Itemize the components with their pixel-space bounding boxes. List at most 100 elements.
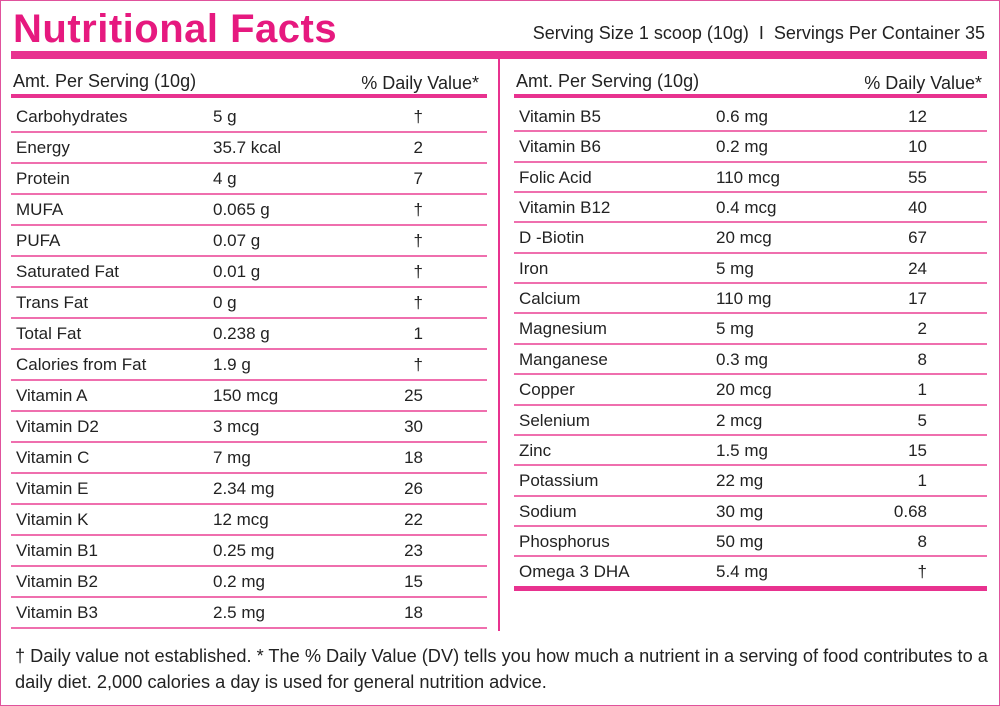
row-line	[514, 433, 987, 436]
amount: 5 mg	[716, 319, 754, 339]
amount: 0.065 g	[213, 200, 270, 219]
nutrient-name: Vitamin B12	[519, 198, 611, 218]
daily-value: 26	[404, 479, 423, 498]
row-line	[11, 317, 487, 319]
daily-value: †	[917, 562, 927, 582]
row-line	[11, 255, 487, 257]
daily-value: 40	[908, 198, 927, 218]
nutrient-name: Vitamin B2	[16, 572, 98, 591]
amount: 0.25 mg	[213, 541, 275, 560]
nutrient-name: Selenium	[519, 410, 590, 430]
nutrient-name: Manganese	[519, 349, 608, 369]
amount: 50 mg	[716, 531, 764, 551]
row-line	[514, 494, 987, 497]
row-line	[514, 130, 987, 133]
daily-value: 25	[404, 386, 423, 405]
row-line	[11, 565, 487, 567]
amount: 20 mcg	[716, 228, 772, 248]
row-line	[514, 585, 987, 591]
row-line	[11, 410, 487, 412]
nutrient-name: Copper	[519, 380, 575, 400]
nutrient-name: Omega 3 DHA	[519, 562, 630, 582]
row-line	[11, 379, 487, 381]
row-line	[11, 441, 487, 443]
row-line	[11, 131, 487, 133]
daily-value: 10	[908, 137, 927, 157]
column-header: Amt. Per Serving (10g)	[13, 71, 197, 91]
column-header: % Daily Value*	[864, 73, 982, 93]
amount: 3 mcg	[213, 417, 260, 436]
footnote: † Daily value not established. * The % D…	[15, 646, 988, 692]
daily-value: 8	[917, 349, 927, 369]
amount: 0.238 g	[213, 324, 270, 343]
row-line	[514, 221, 987, 224]
amount: 5.4 mg	[716, 562, 768, 582]
daily-value: 22	[404, 510, 423, 529]
row-line	[514, 464, 987, 467]
nutrient-name: Vitamin A	[16, 386, 88, 405]
nutrient-name: Sodium	[519, 501, 577, 521]
row-line	[514, 160, 987, 163]
nutrient-name: Iron	[519, 258, 549, 278]
row-line	[11, 286, 487, 288]
nutrient-name: Potassium	[519, 471, 599, 491]
row-line	[514, 373, 987, 376]
row-line	[514, 524, 987, 527]
row-line	[514, 191, 987, 194]
daily-value: †	[413, 107, 423, 126]
nutrient-name: Saturated Fat	[16, 262, 120, 281]
amount: 2.5 mg	[213, 603, 265, 622]
nutrient-name: Vitamin B3	[16, 603, 98, 622]
amount: 7 mg	[213, 448, 251, 467]
row-line	[11, 224, 487, 226]
nutrient-name: Carbohydrates	[16, 107, 128, 126]
nutrient-name: Zinc	[519, 440, 552, 460]
daily-value: 1	[413, 324, 423, 343]
row-line	[11, 348, 487, 350]
daily-value: 17	[908, 289, 927, 309]
daily-value: †	[413, 355, 423, 374]
nutrient-name: Magnesium	[519, 319, 607, 339]
daily-value: 67	[908, 228, 927, 248]
amount: 12 mcg	[213, 510, 269, 529]
nutrient-name: Folic Acid	[519, 167, 592, 187]
nutrient-name: Vitamin B5	[519, 107, 601, 126]
row-line	[514, 312, 987, 315]
column-header: Amt. Per Serving (10g)	[516, 71, 700, 91]
amount: 5 mg	[716, 258, 754, 278]
row-line	[11, 596, 487, 598]
daily-value: †	[413, 262, 423, 281]
daily-value: 1	[917, 471, 927, 491]
amount: 110 mcg	[716, 167, 780, 187]
amount: 0 g	[213, 293, 237, 312]
row-line	[11, 193, 487, 195]
amount: 0.6 mg	[716, 107, 768, 126]
amount: 150 mcg	[213, 386, 279, 405]
nutrient-name: Trans Fat	[16, 293, 89, 312]
amount: 1.5 mg	[716, 440, 768, 460]
nutrient-name: Total Fat	[16, 324, 82, 343]
daily-value: 5	[917, 410, 927, 430]
amount: 0.07 g	[213, 231, 261, 250]
daily-value: 18	[404, 603, 423, 622]
amount: 22 mg	[716, 471, 764, 491]
daily-value: †	[413, 200, 423, 219]
amount: 1.9 g	[213, 355, 251, 374]
nutrient-name: D -Biotin	[519, 228, 585, 248]
nutrient-name: Vitamin D2	[16, 417, 99, 436]
nutrient-name: Vitamin K	[16, 510, 89, 529]
row-line	[514, 282, 987, 285]
daily-value: 0.68	[893, 501, 927, 521]
row-line	[11, 162, 487, 164]
daily-value: 18	[404, 448, 423, 467]
top-bar	[11, 51, 987, 59]
daily-value: 12	[908, 107, 927, 126]
nutrient-name: Energy	[16, 138, 70, 157]
nutrient-name: Vitamin E	[16, 479, 89, 498]
daily-value: 23	[404, 541, 423, 560]
amount: 0.2 mg	[213, 572, 265, 591]
nutrient-name: Vitamin C	[16, 448, 90, 467]
row-line	[11, 534, 487, 536]
row-line	[514, 251, 987, 254]
